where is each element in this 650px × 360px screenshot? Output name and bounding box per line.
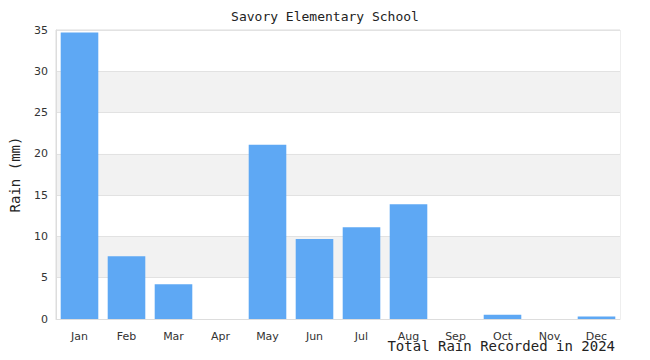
svg-text:Rain (mm): Rain (mm) [7,137,23,213]
svg-text:Aug: Aug [397,330,420,343]
svg-text:Nov: Nov [538,330,561,343]
svg-text:Oct: Oct [493,330,512,343]
svg-text:Jan: Jan [70,330,88,343]
svg-text:Dec: Dec [585,330,608,343]
svg-text:Savory Elementary School: Savory Elementary School [231,9,419,24]
svg-text:Total Rain Recorded in 2024: Total Rain Recorded in 2024 [387,338,615,354]
svg-text:May: May [256,330,279,343]
svg-text:10: 10 [34,230,48,243]
svg-text:Jun: Jun [305,330,323,343]
svg-text:35: 35 [34,24,48,37]
svg-text:Jul: Jul [354,330,368,343]
svg-text:15: 15 [34,189,48,202]
svg-text:Apr: Apr [211,330,231,343]
svg-text:25: 25 [34,106,48,119]
svg-text:30: 30 [34,65,48,78]
svg-text:20: 20 [34,147,48,160]
svg-text:Mar: Mar [163,330,184,343]
svg-text:0: 0 [41,313,48,326]
svg-text:Feb: Feb [117,330,136,343]
svg-text:5: 5 [41,271,48,284]
svg-text:Sep: Sep [445,330,466,343]
